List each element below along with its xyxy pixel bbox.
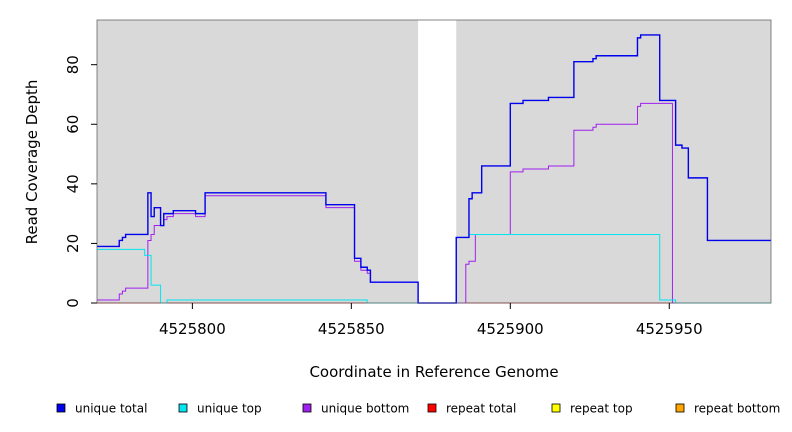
- x-tick-label: 4525950: [636, 320, 703, 338]
- legend-swatch: [56, 403, 66, 413]
- masked-gap-region: [418, 20, 457, 303]
- legend-label: repeat bottom: [694, 402, 780, 416]
- x-tick-label: 4525900: [477, 320, 544, 338]
- legend-label: repeat total: [446, 402, 516, 416]
- x-tick-label: 4525800: [159, 320, 226, 338]
- y-tick-label: 60: [64, 115, 82, 134]
- y-tick-label: 0: [64, 298, 82, 308]
- legend-swatch: [675, 403, 685, 413]
- legend-item: repeat top: [551, 402, 633, 416]
- legend-swatch: [302, 403, 312, 413]
- y-tick-label: 20: [64, 234, 82, 253]
- legend-swatch: [178, 403, 188, 413]
- y-tick-label: 40: [64, 174, 82, 193]
- x-axis-title: Coordinate in Reference Genome: [309, 363, 558, 381]
- legend-label: repeat top: [570, 402, 633, 416]
- legend-item: unique bottom: [302, 402, 409, 416]
- legend-swatch: [427, 403, 437, 413]
- x-tick-label: 4525850: [318, 320, 385, 338]
- masked-region-band: [418, 20, 457, 303]
- y-tick-label: 80: [64, 55, 82, 74]
- legend-item: unique total: [56, 402, 147, 416]
- legend-label: unique bottom: [321, 402, 409, 416]
- legend-label: unique top: [197, 402, 262, 416]
- y-axis-title: Read Coverage Depth: [23, 80, 41, 245]
- legend-item: repeat bottom: [675, 402, 780, 416]
- legend: unique total unique top unique bottom repea…: [56, 402, 780, 416]
- legend-item: unique top: [178, 402, 262, 416]
- axes: 4525800 4525850 4525900 4525950 0 20 40 60 80: [64, 19, 772, 338]
- series-line-unique-top: [97, 233, 771, 304]
- legend-item: repeat total: [427, 402, 516, 416]
- plot-frame: [96, 19, 772, 304]
- legend-label: unique total: [75, 402, 147, 416]
- series-line-unique-bottom: [97, 102, 771, 304]
- legend-swatch: [551, 403, 561, 413]
